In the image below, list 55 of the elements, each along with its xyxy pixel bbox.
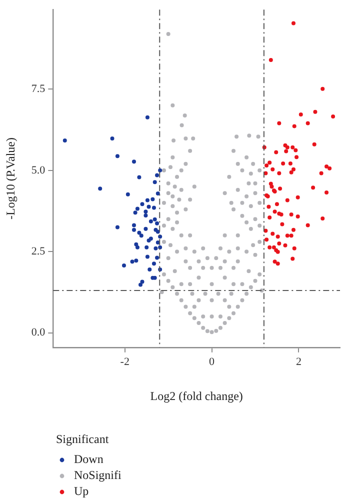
point — [132, 228, 136, 232]
x-tick-label: 0 — [209, 356, 216, 368]
point — [154, 246, 158, 250]
point — [158, 168, 162, 172]
point — [146, 204, 151, 209]
point — [144, 210, 148, 214]
point — [115, 154, 120, 158]
point — [130, 260, 134, 264]
point — [110, 136, 114, 141]
point — [135, 206, 140, 211]
point — [137, 230, 142, 235]
point — [135, 245, 140, 250]
legend-label: Down — [74, 452, 104, 466]
legend-title: Significant — [56, 432, 110, 446]
point — [152, 206, 156, 210]
point — [148, 219, 153, 224]
point — [145, 254, 150, 259]
x-axis-title: Log2 (fold change) — [150, 388, 243, 403]
point — [132, 223, 136, 228]
y-axis-title: -Log10 (P.Value) — [3, 138, 18, 220]
point — [137, 175, 142, 180]
x-tick-label: -2 — [120, 356, 130, 368]
point — [155, 221, 160, 226]
point — [138, 282, 143, 287]
point — [115, 225, 120, 230]
point — [133, 210, 138, 215]
point — [139, 234, 144, 238]
point — [148, 267, 152, 272]
point — [145, 115, 150, 120]
point — [62, 138, 67, 142]
y-tick-label: 0.0 — [31, 326, 46, 339]
point — [140, 202, 144, 206]
point — [156, 191, 160, 196]
y-tick-label: 5.0 — [31, 164, 46, 176]
y-tick-label: 2.5 — [31, 245, 46, 258]
point — [150, 197, 155, 202]
point — [145, 198, 150, 202]
point — [152, 217, 157, 222]
point — [144, 214, 148, 218]
point — [126, 192, 130, 196]
y-tick-label: 7.5 — [31, 83, 46, 96]
point — [152, 262, 156, 266]
point — [98, 186, 102, 191]
point — [144, 226, 148, 231]
point — [140, 280, 144, 284]
x-tick-label: 2 — [296, 356, 302, 368]
point — [144, 245, 149, 250]
point — [122, 264, 126, 268]
legend-label: NoSignifi — [74, 468, 122, 482]
point — [155, 173, 160, 178]
point — [155, 256, 160, 260]
legend-label: Up — [74, 484, 89, 498]
point — [152, 180, 157, 184]
point — [132, 160, 136, 164]
point — [134, 258, 138, 263]
